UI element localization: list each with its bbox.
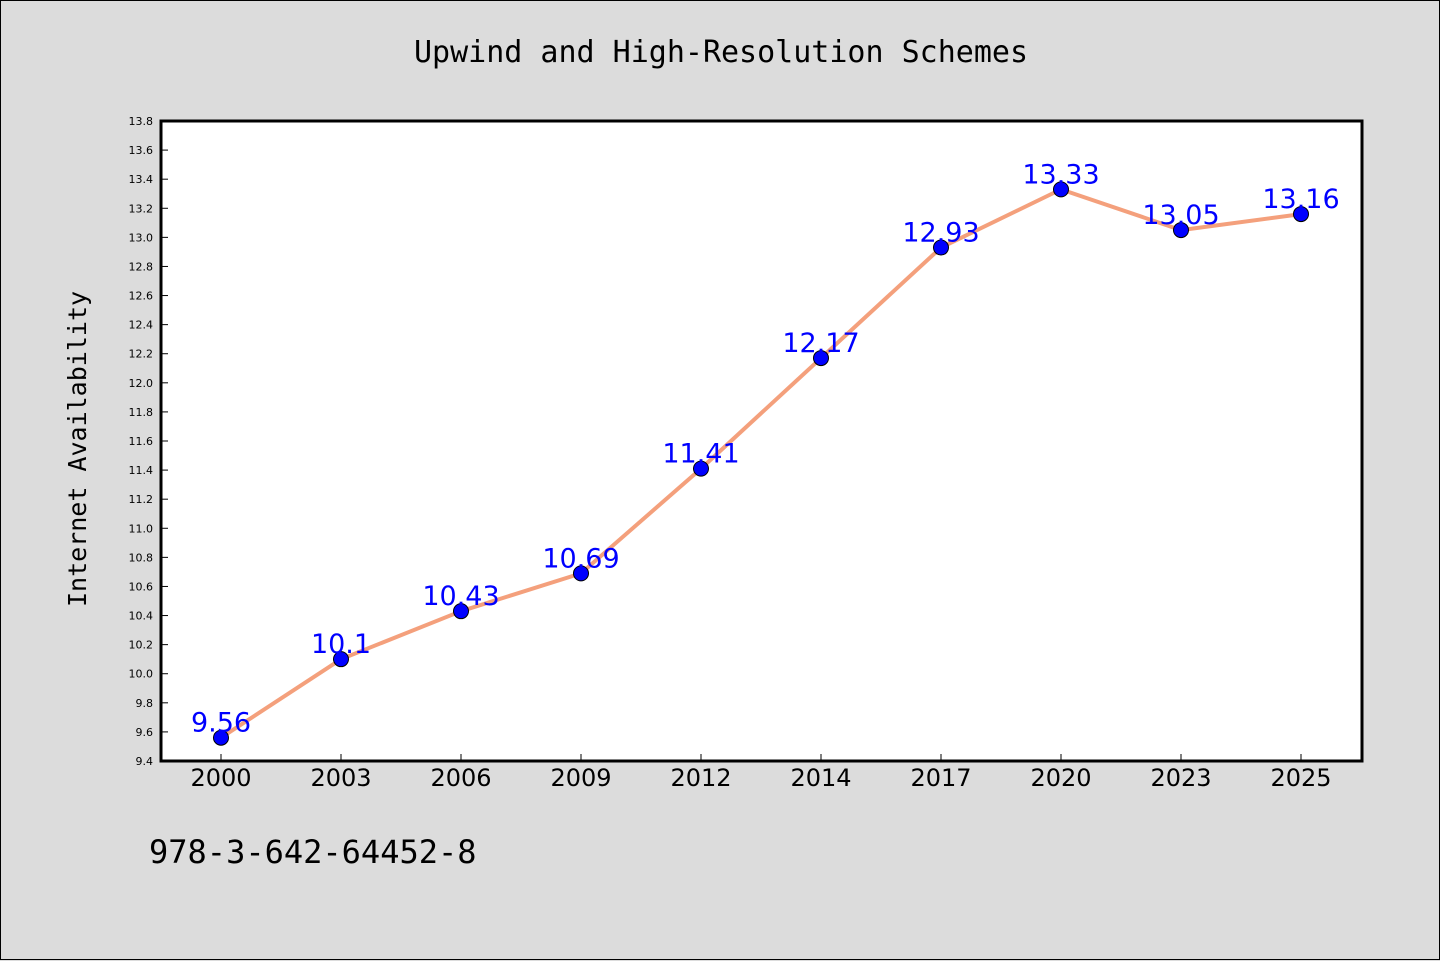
x-tick-label: 2012 — [670, 764, 731, 792]
data-point — [1053, 181, 1069, 198]
y-tick-label: 11.6 — [129, 435, 154, 448]
y-tick-label: 12.2 — [129, 348, 154, 361]
y-tick-label: 10.4 — [129, 610, 154, 623]
data-label: 10.43 — [422, 581, 499, 612]
x-tick-label: 2003 — [310, 764, 371, 792]
data-points — [213, 181, 1309, 746]
plot-area — [159, 119, 1364, 763]
data-point — [573, 565, 589, 582]
y-tick-label: 12.8 — [129, 260, 154, 273]
x-tick-label: 2025 — [1270, 764, 1331, 792]
isbn-text: 978-3-642-64452-8 — [149, 833, 477, 871]
x-tick-label: 2009 — [550, 764, 611, 792]
y-tick-label: 13.0 — [129, 231, 154, 244]
data-label: 13.16 — [1262, 184, 1339, 215]
chart-title: Upwind and High-Resolution Schemes — [413, 35, 1029, 70]
data-point — [693, 460, 709, 477]
data-label: 10.69 — [542, 543, 619, 574]
data-point — [1293, 206, 1309, 223]
y-tick-label: 11.4 — [129, 464, 154, 477]
data-point — [813, 350, 829, 367]
y-tick-label: 9.6 — [136, 726, 154, 739]
y-tick-label: 13.6 — [129, 144, 154, 157]
data-label: 12.93 — [902, 218, 979, 249]
x-tick-label: 2014 — [790, 764, 851, 792]
y-tick-label: 11.8 — [129, 406, 154, 419]
x-axis: 2000 2003 2006 2009 2012 2014 2017 2020 2023 2025 — [190, 754, 1332, 792]
y-tick-label: 12.6 — [129, 290, 154, 303]
data-label: 13.05 — [1142, 200, 1219, 231]
y-tick-label: 10.0 — [129, 668, 154, 681]
x-tick-label: 2006 — [430, 764, 491, 792]
y-tick-label: 10.6 — [129, 580, 154, 593]
data-point — [1173, 222, 1189, 239]
y-tick-label: 13.2 — [129, 202, 154, 215]
y-tick-label: 9.4 — [136, 755, 154, 768]
y-axis-label: Internet Availability — [63, 291, 92, 607]
y-tick-label: 13.4 — [129, 173, 154, 186]
data-label: 9.56 — [191, 708, 251, 739]
data-label: 10.1 — [311, 629, 371, 660]
y-tick-label: 11.2 — [129, 493, 154, 506]
y-axis: 9.4 9.6 9.8 10.0 10.2 10.4 10.6 10.8 11.0 11.2 11.… — [129, 115, 168, 768]
y-tick-label: 10.2 — [129, 639, 154, 652]
y-tick-label: 11.0 — [129, 522, 154, 535]
data-label: 11.41 — [662, 439, 739, 470]
x-tick-label: 2020 — [1030, 764, 1091, 792]
x-tick-label: 2023 — [1150, 764, 1211, 792]
series-line — [219, 187, 1302, 740]
y-tick-label: 10.8 — [129, 551, 154, 564]
y-tick-label: 12.0 — [129, 377, 154, 390]
data-labels: 9.56 10.1 10.43 10.69 11.41 12.17 12.93 13.33 13… — [191, 159, 1340, 738]
data-point — [453, 603, 469, 620]
data-point — [333, 651, 349, 668]
data-label: 12.17 — [782, 328, 859, 359]
y-tick-label: 13.8 — [129, 115, 154, 128]
y-tick-label: 12.4 — [129, 319, 154, 332]
data-point — [933, 239, 949, 256]
x-tick-label: 2017 — [910, 764, 971, 792]
data-point — [213, 729, 229, 746]
y-tick-label: 9.8 — [136, 697, 154, 710]
data-label: 13.33 — [1022, 159, 1099, 190]
x-tick-label: 2000 — [190, 764, 251, 792]
